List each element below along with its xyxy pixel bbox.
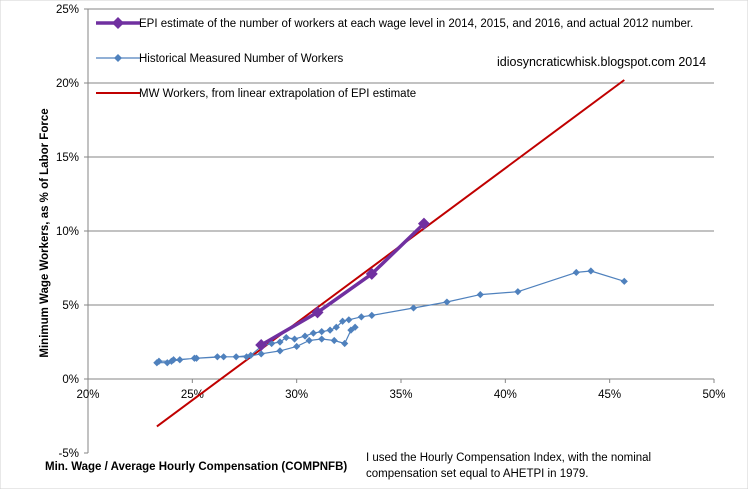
series-layer bbox=[153, 79, 628, 428]
series-extrapolation bbox=[156, 79, 625, 428]
series-epi-estimate bbox=[255, 217, 430, 351]
series-historical-point bbox=[293, 342, 301, 351]
series-historical-point bbox=[443, 298, 451, 306]
y-tick-label: 25% bbox=[56, 4, 79, 16]
series-historical-point bbox=[338, 317, 347, 325]
legend-entry-extrapolation: MW Workers, from linear extrapolation of… bbox=[96, 88, 416, 100]
legend-label-epi: EPI estimate of the number of workers at… bbox=[139, 18, 693, 30]
series-historical-point bbox=[332, 323, 340, 331]
x-axis-label: Min. Wage / Average Hourly Compensation … bbox=[45, 461, 347, 473]
series-historical-point bbox=[341, 339, 349, 348]
legend-entry-historical: Historical Measured Number of Workers bbox=[96, 53, 344, 65]
y-tick-label: 15% bbox=[56, 152, 79, 164]
series-historical-point bbox=[301, 332, 309, 340]
y-tick-label: 20% bbox=[56, 78, 79, 90]
series-historical-point bbox=[330, 336, 338, 345]
series-historical-point bbox=[290, 335, 299, 343]
x-tick-label: 50% bbox=[702, 389, 725, 401]
series-historical-point bbox=[163, 359, 171, 367]
series-historical-point bbox=[169, 356, 178, 364]
series-historical-point bbox=[220, 353, 228, 361]
series-historical-point bbox=[232, 353, 240, 361]
series-historical-point bbox=[257, 350, 265, 358]
series-historical-point bbox=[213, 353, 221, 361]
x-tick-label: 45% bbox=[598, 389, 621, 401]
series-historical-point bbox=[282, 333, 290, 342]
series-epi-estimate-point bbox=[365, 267, 378, 280]
series-extrapolation-line bbox=[156, 79, 625, 428]
legend-label-historical: Historical Measured Number of Workers bbox=[139, 53, 344, 65]
series-historical-point bbox=[409, 304, 418, 312]
y-tick-label: 10% bbox=[56, 226, 79, 238]
series-historical-point bbox=[326, 326, 334, 334]
series-historical-point bbox=[242, 353, 251, 361]
y-tick-label: 5% bbox=[62, 300, 79, 312]
series-epi-estimate-point bbox=[417, 217, 430, 230]
series-historical-point bbox=[318, 335, 326, 343]
x-tick-label: 35% bbox=[389, 389, 412, 401]
series-epi-estimate-point bbox=[311, 306, 324, 319]
series-historical-point bbox=[357, 313, 365, 321]
x-tick-labels: 20% 25% 30% 35% 40% 45% 50% bbox=[76, 379, 726, 401]
series-historical-point bbox=[587, 267, 595, 275]
series-historical-point bbox=[192, 354, 201, 362]
series-epi-estimate-point bbox=[255, 338, 268, 351]
y-axis-label: Minimum Wage Workers, as % of Labor Forc… bbox=[39, 108, 51, 357]
series-historical bbox=[153, 267, 628, 367]
series-epi-estimate-line bbox=[260, 222, 426, 347]
series-historical-point bbox=[309, 329, 317, 337]
y-tick-labels: -5% 0% 5% 10% 15% 20% 25% bbox=[56, 4, 88, 460]
credit-text: idiosyncraticwhisk.blogspot.com 2014 bbox=[497, 55, 706, 69]
legend-marker-epi bbox=[112, 17, 124, 29]
series-historical-point bbox=[347, 326, 355, 334]
series-historical-point bbox=[368, 311, 376, 319]
legend-marker-historical bbox=[114, 54, 122, 62]
series-historical-point bbox=[572, 268, 580, 277]
series-historical-point bbox=[514, 288, 522, 296]
x-tick-label: 25% bbox=[181, 389, 204, 401]
series-historical-point bbox=[345, 316, 353, 324]
y-tick-label: 0% bbox=[62, 374, 79, 386]
series-historical-point bbox=[276, 338, 284, 346]
x-tick-label: 20% bbox=[76, 389, 99, 401]
series-historical-point bbox=[351, 323, 359, 331]
x-tick-label: 40% bbox=[494, 389, 517, 401]
series-historical-point bbox=[476, 291, 484, 299]
series-historical-point bbox=[620, 277, 628, 285]
legend-entry-epi: EPI estimate of the number of workers at… bbox=[96, 17, 693, 30]
y-tick-label: -5% bbox=[59, 448, 79, 460]
note-line-1: I used the Hourly Compensation Index, wi… bbox=[366, 452, 651, 464]
note-line-2: compensation set equal to AHETPI in 1979… bbox=[366, 468, 588, 480]
series-historical-point bbox=[305, 336, 313, 345]
legend: EPI estimate of the number of workers at… bbox=[96, 17, 693, 100]
series-historical-point bbox=[268, 339, 276, 348]
x-tick-label: 30% bbox=[285, 389, 308, 401]
series-historical-point bbox=[318, 328, 326, 336]
series-historical-point bbox=[153, 359, 161, 367]
legend-label-extrapolation: MW Workers, from linear extrapolation of… bbox=[139, 88, 416, 100]
series-historical-point bbox=[276, 347, 284, 355]
series-historical-point bbox=[176, 356, 184, 364]
